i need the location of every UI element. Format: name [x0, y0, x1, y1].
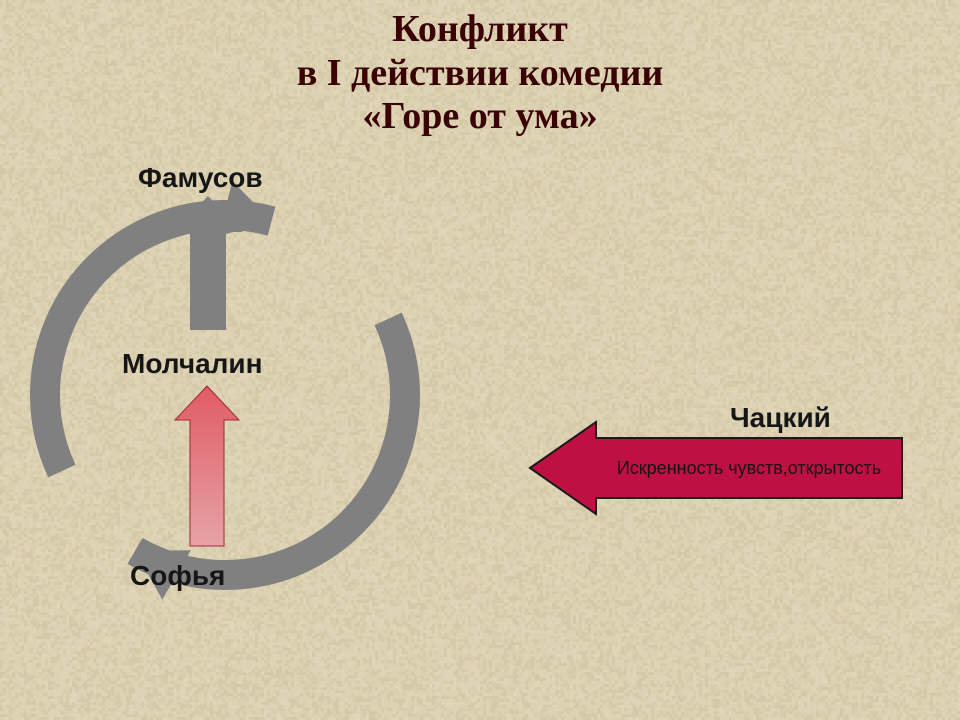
chatsky-arrow-caption: Искренность чувств,открытость — [596, 438, 902, 498]
character-famusov: Фамусов — [138, 162, 263, 194]
character-chatsky: Чацкий — [730, 402, 831, 434]
cycle-left-arc — [45, 215, 272, 471]
character-sofya: Софья — [130, 560, 225, 592]
character-molchalin: Молчалин — [122, 348, 263, 380]
arrow-sofya-to-molchalin — [175, 386, 239, 546]
slide: Конфликтв I действии комедии«Горе от ума… — [0, 0, 960, 720]
